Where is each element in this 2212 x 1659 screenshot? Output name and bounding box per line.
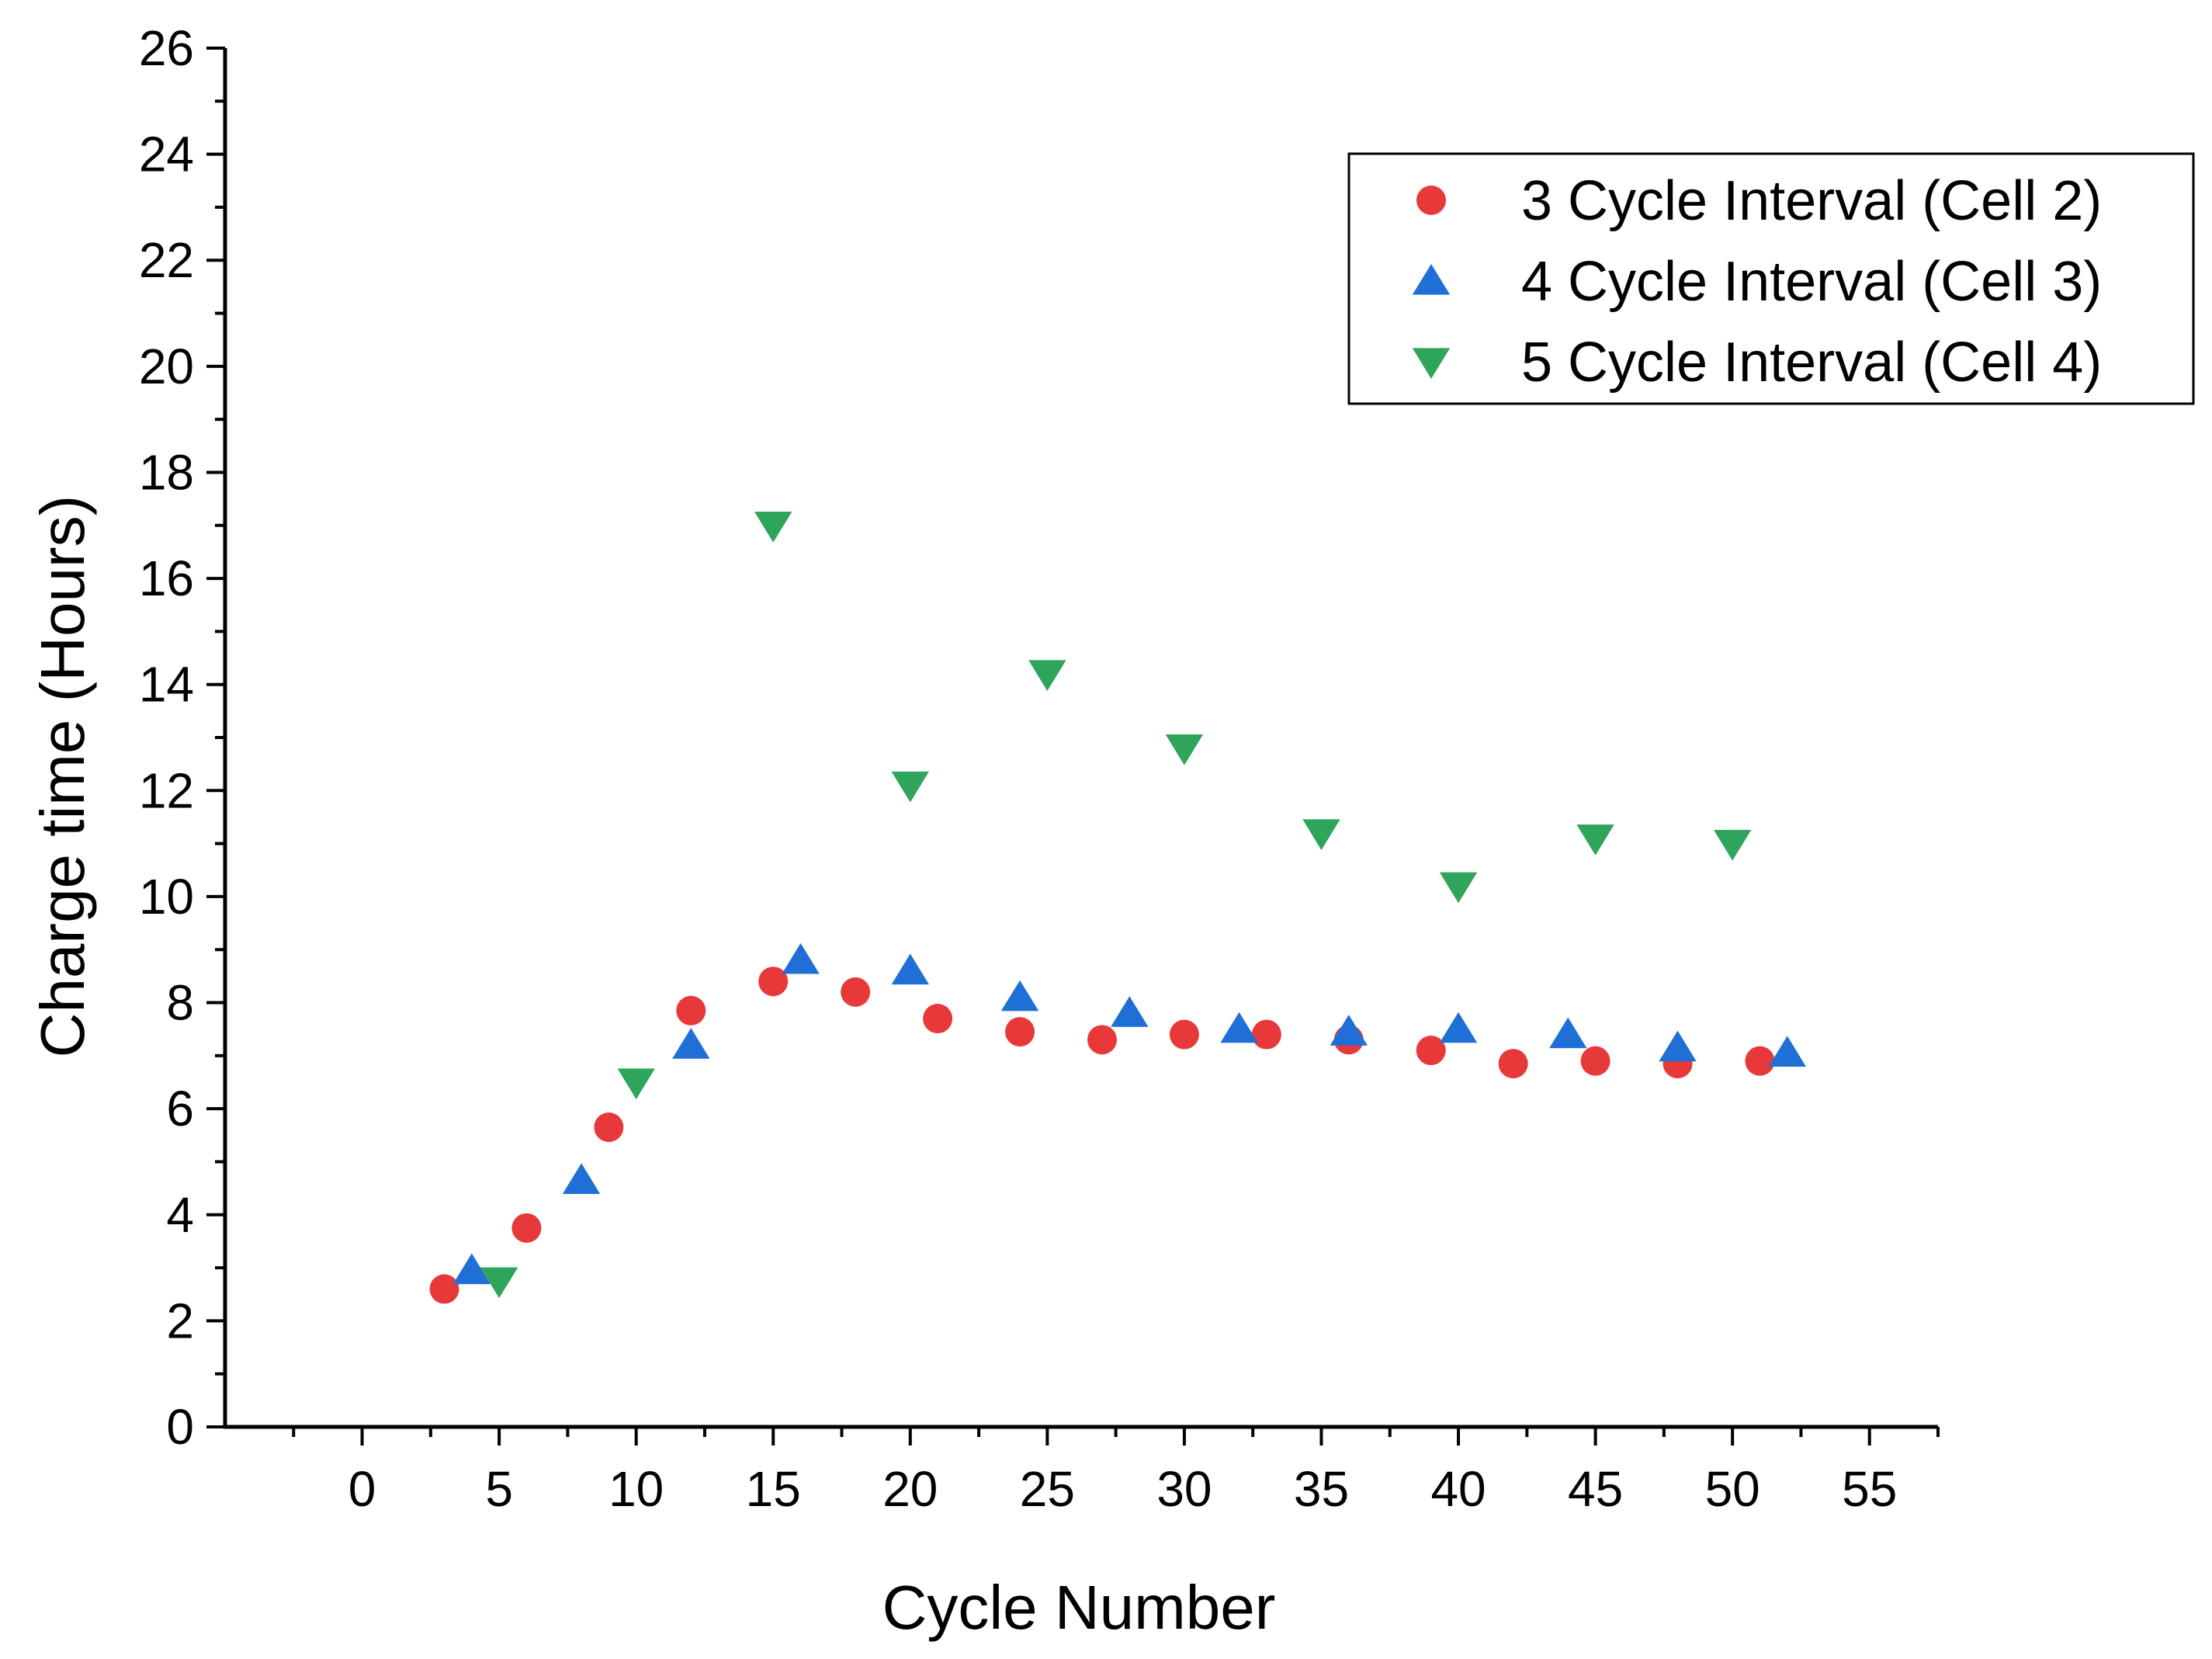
legend-label: 5 Cycle Interval (Cell 4) xyxy=(1521,331,2102,394)
y-tick-label: 16 xyxy=(139,550,194,606)
y-tick-label: 12 xyxy=(139,762,194,818)
y-tick-label: 10 xyxy=(139,869,194,925)
x-tick-label: 15 xyxy=(746,1461,801,1517)
data-point xyxy=(782,942,820,974)
y-tick-label: 0 xyxy=(166,1399,194,1455)
x-tick-label: 35 xyxy=(1294,1461,1349,1517)
data-point xyxy=(758,967,789,997)
data-point xyxy=(1549,1017,1587,1049)
legend-label: 3 Cycle Interval (Cell 2) xyxy=(1521,170,2102,232)
data-point xyxy=(1169,1019,1199,1050)
series-2 xyxy=(452,942,1806,1285)
legend-box xyxy=(1347,152,2195,405)
y-tick-label: 6 xyxy=(166,1081,194,1137)
data-point xyxy=(1251,1019,1281,1050)
legend-marker xyxy=(1412,264,1451,295)
data-point xyxy=(1087,1025,1117,1055)
data-point xyxy=(676,995,706,1026)
y-tick-label: 24 xyxy=(139,127,194,182)
data-point xyxy=(594,1112,624,1143)
data-point xyxy=(1165,734,1204,765)
data-point xyxy=(562,1163,601,1194)
data-point xyxy=(1580,1046,1610,1076)
data-point xyxy=(480,1267,518,1299)
y-tick-label: 20 xyxy=(139,338,194,394)
x-tick-label: 0 xyxy=(348,1461,376,1517)
x-tick-label: 25 xyxy=(1020,1461,1075,1517)
data-point xyxy=(511,1213,542,1243)
y-tick-label: 18 xyxy=(139,444,194,500)
x-tick-label: 55 xyxy=(1842,1461,1897,1517)
data-point xyxy=(1302,819,1340,850)
x-tick-label: 5 xyxy=(485,1461,513,1517)
data-points xyxy=(429,512,1806,1304)
data-point xyxy=(1416,1036,1446,1066)
data-point xyxy=(891,771,929,803)
y-tick-label: 8 xyxy=(166,975,194,1031)
legend-label: 4 Cycle Interval (Cell 3) xyxy=(1521,251,2102,313)
data-point xyxy=(1000,980,1039,1012)
x-tick-label: 20 xyxy=(882,1461,938,1517)
data-point xyxy=(1745,1046,1775,1076)
data-point xyxy=(1498,1049,1528,1079)
data-point xyxy=(429,1274,459,1304)
x-tick-label: 50 xyxy=(1705,1461,1760,1517)
data-point xyxy=(1659,1030,1697,1062)
x-tick-label: 10 xyxy=(608,1461,664,1517)
y-tick-label: 22 xyxy=(139,232,194,288)
y-tick-label: 14 xyxy=(139,657,194,713)
y-tick-label: 4 xyxy=(166,1187,194,1243)
data-point xyxy=(1439,872,1478,904)
legend-marker xyxy=(1412,348,1451,379)
data-point xyxy=(1028,660,1066,692)
y-tick-label: 26 xyxy=(139,20,194,76)
data-point xyxy=(1439,1012,1478,1043)
data-point xyxy=(1330,1015,1368,1046)
legend: 3 Cycle Interval (Cell 2) 4 Cycle Interva… xyxy=(1347,152,2195,405)
series-3 xyxy=(480,512,1752,1299)
x-tick-label: 45 xyxy=(1568,1461,1623,1517)
y-axis-title: Charge time (Hours) xyxy=(28,495,97,1058)
legend-marker xyxy=(1416,186,1446,215)
data-point xyxy=(672,1028,710,1059)
data-point xyxy=(1576,824,1614,856)
data-point xyxy=(891,953,929,985)
data-point xyxy=(1713,830,1752,861)
data-point xyxy=(1111,996,1149,1027)
series-1 xyxy=(429,967,1775,1304)
data-point xyxy=(1005,1017,1035,1047)
x-tick-label: 40 xyxy=(1430,1461,1486,1517)
data-point xyxy=(617,1068,655,1099)
data-point xyxy=(841,977,871,1007)
data-point xyxy=(1220,1012,1258,1043)
data-point xyxy=(1768,1036,1806,1067)
y-tick-label: 2 xyxy=(166,1293,194,1348)
data-point xyxy=(452,1253,491,1285)
data-point xyxy=(923,1004,953,1034)
data-point xyxy=(754,512,792,543)
x-axis-title: Cycle Number xyxy=(882,1573,1276,1642)
x-tick-label: 30 xyxy=(1156,1461,1212,1517)
